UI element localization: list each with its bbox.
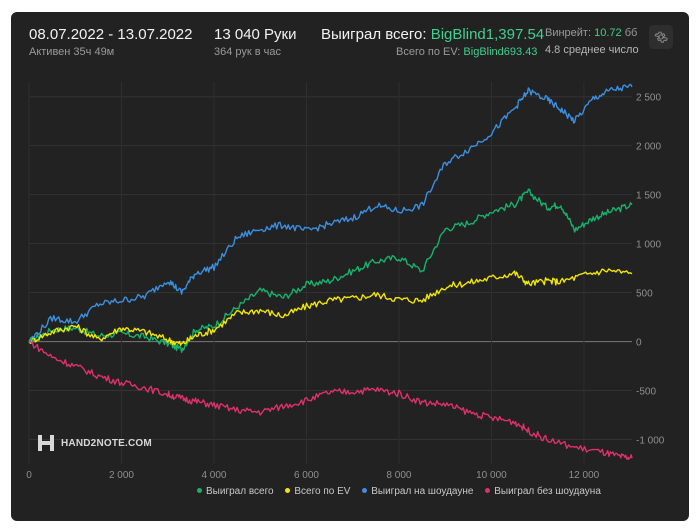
ev-total-value: BigBlind693.43 bbox=[463, 46, 538, 58]
chart-series bbox=[28, 83, 633, 460]
x-tick-label: 4 000 bbox=[201, 470, 226, 481]
y-tick-label: 2 500 bbox=[636, 93, 661, 104]
hands-per-hour: 364 рук в час bbox=[214, 46, 282, 58]
series-line-1 bbox=[28, 268, 633, 346]
gear-icon bbox=[654, 31, 668, 43]
line-chart: 2 500 2 000 1 500 1 000 500 0 -500 -1 000 0 2 000… bbox=[26, 82, 665, 481]
legend-item-showdown[interactable]: Выиграл на шоудауне bbox=[362, 486, 473, 497]
winrate-unit: бб bbox=[624, 27, 638, 39]
chart-ticks: 2 500 2 000 1 500 1 000 500 0 -500 -1 000 0 2 000… bbox=[26, 93, 665, 481]
legend-dot bbox=[485, 487, 491, 493]
y-tick-label: 2 000 bbox=[636, 142, 661, 153]
y-tick-label: 500 bbox=[636, 289, 653, 300]
logo-text: HAND2NOTE.COM bbox=[61, 437, 152, 449]
x-tick-label: 10 000 bbox=[476, 470, 507, 481]
legend-label: Выиграл без шоудауна bbox=[494, 486, 601, 497]
legend-label: Всего по EV bbox=[294, 486, 351, 497]
date-range: 08.07.2022 - 13.07.2022 bbox=[29, 26, 193, 43]
winrate: Винрейт: 10.72 бб bbox=[545, 27, 645, 39]
x-tick-label: 12 000 bbox=[569, 470, 600, 481]
legend-dot bbox=[197, 487, 202, 493]
legend-dot bbox=[285, 487, 291, 493]
active-time: Активен 35ч 49м bbox=[29, 46, 115, 58]
legend-dot bbox=[362, 487, 368, 493]
won-total-label: Выиграл всего: bbox=[321, 26, 427, 43]
x-tick-label: 0 bbox=[26, 470, 32, 481]
winrate-value: 10.72 bbox=[594, 27, 622, 39]
winrate-label: Винрейт: bbox=[545, 27, 592, 39]
hand2note-logo: HAND2NOTE.COM bbox=[37, 434, 152, 452]
legend-item-non-showdown[interactable]: Выиграл без шоудауна bbox=[485, 486, 601, 497]
y-tick-label: -1 000 bbox=[636, 436, 665, 447]
series-line-3 bbox=[28, 340, 633, 460]
legend-label: Выиграл на шоудауне bbox=[371, 486, 474, 497]
series-line-2 bbox=[28, 83, 633, 343]
hand2note-logo-icon bbox=[38, 435, 54, 451]
chart-legend: Выиграл всего Всего по EV Выиграл на шоу… bbox=[197, 486, 610, 497]
y-tick-label: 1 000 bbox=[636, 240, 661, 251]
x-tick-label: 8 000 bbox=[386, 470, 411, 481]
settings-button[interactable] bbox=[649, 25, 673, 49]
ev-total: Всего по EV: BigBlind693.43 bbox=[396, 46, 537, 58]
won-total: Выиграл всего: BigBlind1,397.54 bbox=[321, 26, 544, 43]
ev-total-label: Всего по EV: bbox=[396, 46, 461, 58]
y-tick-label: 0 bbox=[636, 338, 642, 349]
won-total-value: BigBlind1,397.54 bbox=[430, 26, 545, 43]
x-tick-label: 6 000 bbox=[294, 470, 319, 481]
avg-text: 4.8 среднее число bbox=[545, 44, 639, 56]
legend-item-ev-total[interactable]: Всего по EV bbox=[285, 486, 350, 497]
legend-item-won-total[interactable]: Выиграл всего bbox=[197, 486, 274, 497]
chart-grid bbox=[28, 82, 632, 464]
legend-label: Выиграл всего bbox=[206, 486, 274, 497]
y-tick-label: -500 bbox=[636, 387, 656, 398]
series-line-0 bbox=[28, 188, 633, 353]
y-tick-label: 1 500 bbox=[636, 191, 661, 202]
hands-count: 13 040 Руки bbox=[214, 26, 297, 43]
x-tick-label: 2 000 bbox=[109, 470, 134, 481]
stats-panel: 08.07.2022 - 13.07.2022 Активен 35ч 49м … bbox=[11, 12, 689, 521]
